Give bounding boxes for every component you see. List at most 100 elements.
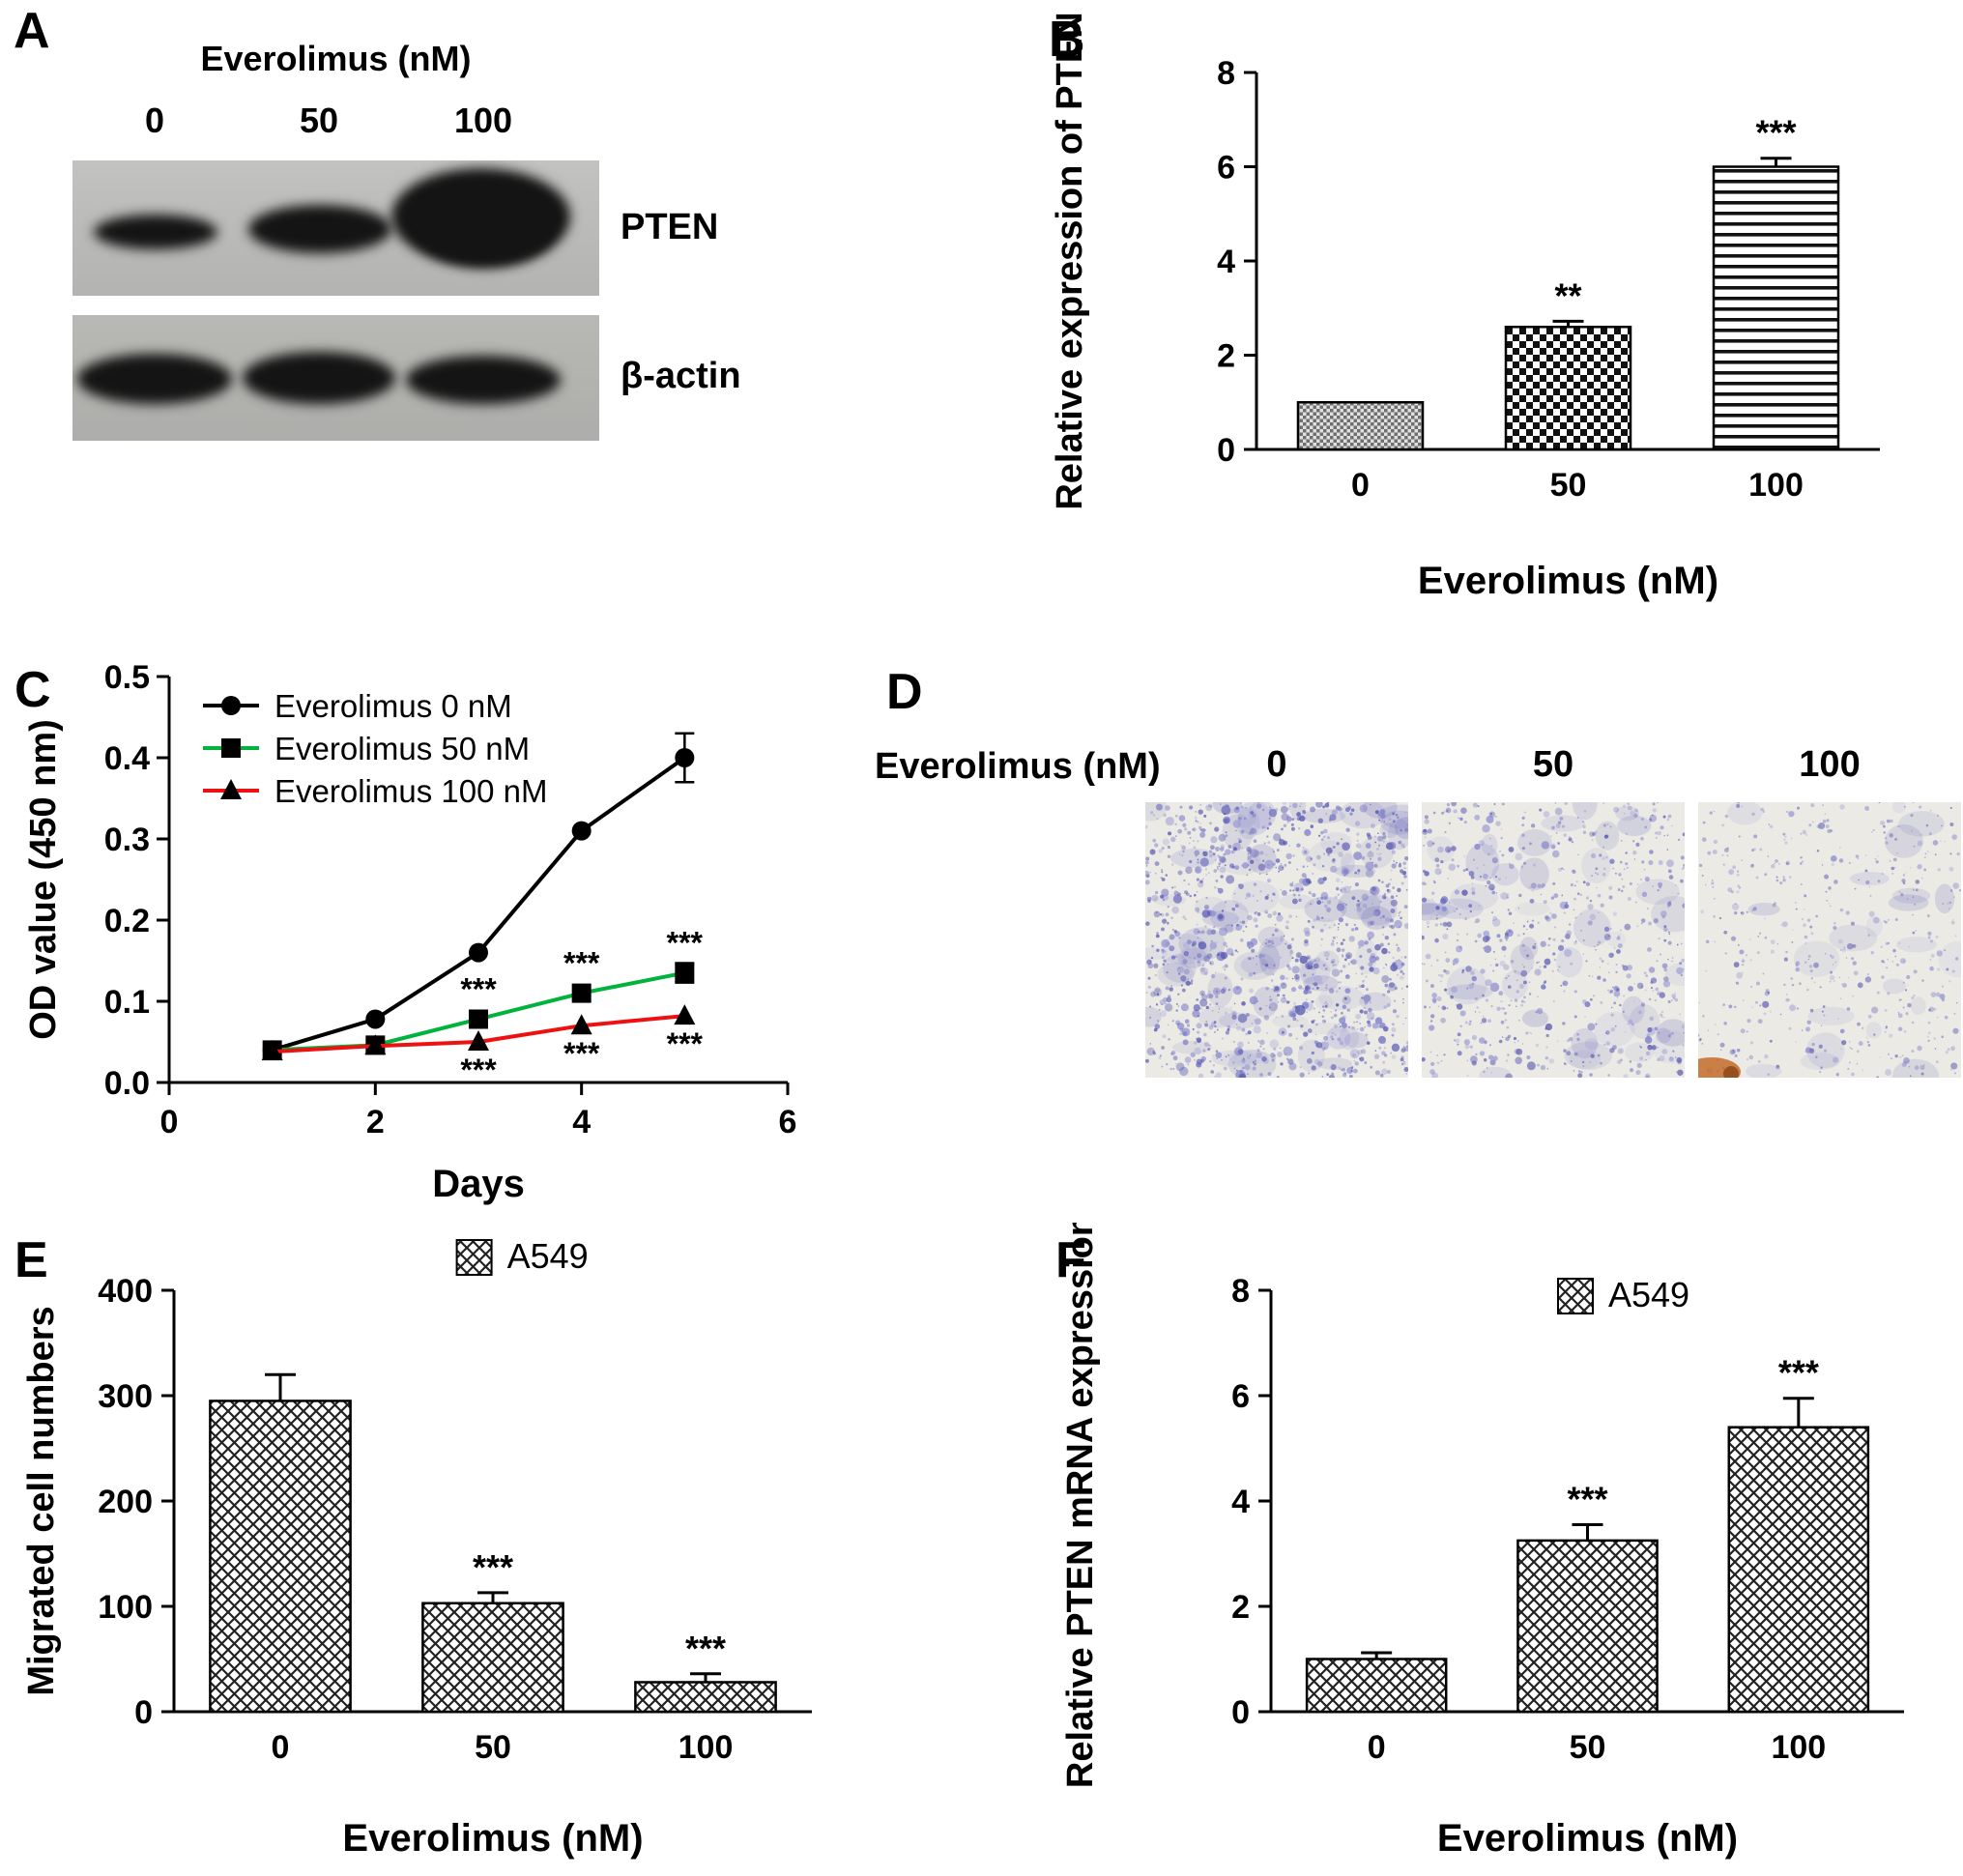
bar (1727, 1426, 1870, 1714)
image-label-100: 100 (1799, 744, 1861, 785)
marker-circle (675, 748, 695, 767)
migrated-cells-bar-chart: 0 100 200 300 400 0 *** 50 *** 100 Everolimus (nM)… (14, 1223, 865, 1876)
marker-triangle (570, 1014, 592, 1035)
marker-circle (571, 821, 592, 841)
image-artifact (1723, 1066, 1739, 1078)
marker-circle (365, 1009, 386, 1029)
significance-annotation: *** (1778, 1353, 1819, 1393)
y-tick-label: 0.2 (104, 903, 150, 939)
y-tick-label: 0.0 (104, 1065, 150, 1102)
panel-a-label: A (14, 3, 50, 59)
panel-c-growth-curve: C 0.0 0.1 0.2 0.3 0.4 0.5 0 2 4 6 *** *** *** *** *** *… (14, 648, 846, 1218)
bar (1516, 1539, 1659, 1714)
legend-swatch (1557, 1278, 1594, 1314)
y-axis-label: Migrated cell numbers (21, 1306, 62, 1695)
blot-band (243, 352, 395, 404)
migration-image-100nM (1698, 802, 1961, 1078)
y-tick-label: 4 (1231, 1484, 1250, 1520)
image-label-50: 50 (1532, 744, 1574, 785)
marker-circle (469, 942, 488, 963)
y-tick-label: 0 (134, 1694, 153, 1731)
marker-triangle (674, 1004, 696, 1025)
bar (1296, 401, 1425, 451)
panel-a-western-blot: A Everolimus (nM) 0 50 100 PTEN β-actin (10, 3, 741, 489)
bar (634, 1681, 777, 1714)
significance-annotation: *** (1755, 113, 1796, 153)
x-tick-label: 0 (160, 1104, 179, 1140)
significance-annotation: ** (1554, 275, 1581, 315)
y-axis-label: OD value (450 nm) (23, 719, 64, 1040)
lane-label-100: 100 (453, 101, 513, 140)
x-category-label: 100 (1748, 467, 1804, 504)
blot-band (94, 215, 217, 249)
marker-circle (221, 696, 241, 715)
significance-annotation: *** (667, 926, 704, 961)
y-tick-label: 100 (98, 1589, 153, 1626)
y-tick-label: 0 (1217, 432, 1235, 469)
marker-triangle (220, 779, 242, 799)
migration-image-50nM (1422, 802, 1685, 1078)
panel-b-label: B (1049, 12, 1085, 68)
significance-annotation: *** (685, 1629, 726, 1668)
y-tick-label: 4 (1217, 244, 1235, 280)
blot-band (77, 354, 232, 404)
y-tick-label: 400 (98, 1273, 153, 1310)
y-tick-label: 2 (1231, 1589, 1250, 1626)
panel-b-pten-expression: B 0 2 4 6 8 0 ** 50 *** 100 Everolimus (nM) Relativ… (1039, 10, 1948, 619)
pten-blot-strip (72, 160, 599, 296)
beta-actin-band-label: β-actin (621, 356, 741, 396)
marker-square (675, 963, 695, 983)
panel-f-label: F (1055, 1232, 1086, 1288)
x-category-label: 100 (678, 1729, 734, 1766)
legend-swatch (455, 1239, 493, 1276)
marker-square (469, 1009, 488, 1029)
y-tick-label: 300 (98, 1378, 153, 1415)
significance-annotation: *** (1567, 1480, 1607, 1519)
y-tick-label: 0.1 (104, 984, 150, 1021)
significance-annotation: *** (460, 971, 497, 1006)
x-category-label: 0 (1368, 1729, 1386, 1766)
y-tick-label: 200 (98, 1484, 153, 1520)
bar-chart-F: 0 2 4 6 8 0 *** 50 *** 100 Everolimus (nM) Relative… (1060, 1214, 1904, 1860)
bar (1504, 326, 1632, 451)
legend-label: A549 (507, 1236, 589, 1276)
significance-annotation: *** (563, 1036, 600, 1071)
x-category-label: 100 (1771, 1729, 1826, 1766)
image-label-0: 0 (1266, 744, 1287, 785)
y-tick-label: 0.3 (104, 822, 150, 858)
x-tick-label: 6 (779, 1104, 797, 1140)
y-tick-label: 2 (1217, 338, 1235, 375)
micro-image-svg (1145, 802, 1408, 1078)
y-axis-label: Relative expression of PTEN (1050, 12, 1090, 509)
marker-triangle (364, 1034, 387, 1055)
lane-label-50: 50 (299, 101, 339, 140)
significance-annotation: *** (563, 946, 600, 981)
panel-d-migration-images: D Everolimus (nM) 0 50 100 (875, 667, 1963, 1121)
panel-c-label: C (14, 662, 51, 718)
bar (421, 1602, 564, 1714)
marker-triangle (261, 1040, 283, 1061)
blot-band (248, 205, 391, 253)
x-category-label: 50 (475, 1729, 511, 1766)
significance-annotation: *** (473, 1547, 513, 1587)
legend-label: Everolimus 50 nM (274, 731, 530, 766)
bar-chart-E: 0 100 200 300 400 0 *** 50 *** 100 Everolimus (nM)… (21, 1236, 812, 1860)
lane-label-0: 0 (144, 101, 165, 140)
pten-mrna-bar-chart: 0 2 4 6 8 0 *** 50 *** 100 Everolimus (nM) Relative… (1044, 1214, 1962, 1876)
panel-a-treatment-header: Everolimus (nM) (200, 39, 472, 78)
beta-actin-blot-strip (72, 315, 599, 441)
panel-e-migrated-cells: E 0 100 200 300 400 0 *** 50 *** 100 Everolimus (n… (14, 1223, 865, 1876)
x-category-label: 50 (1550, 467, 1587, 504)
x-tick-label: 4 (572, 1104, 591, 1140)
y-tick-label: 0.5 (104, 659, 150, 696)
od-value-line-chart: 0.0 0.1 0.2 0.3 0.4 0.5 0 2 4 6 *** *** *** *** *** ***… (14, 648, 846, 1218)
y-tick-label: 8 (1217, 55, 1235, 92)
x-tick-label: 2 (366, 1104, 385, 1140)
bar (1712, 165, 1840, 451)
x-axis-label: Everolimus (nM) (1437, 1817, 1738, 1860)
y-tick-label: 0 (1231, 1694, 1250, 1731)
y-tick-label: 6 (1231, 1378, 1250, 1415)
x-category-label: 0 (1351, 467, 1370, 504)
bar (1305, 1658, 1448, 1714)
